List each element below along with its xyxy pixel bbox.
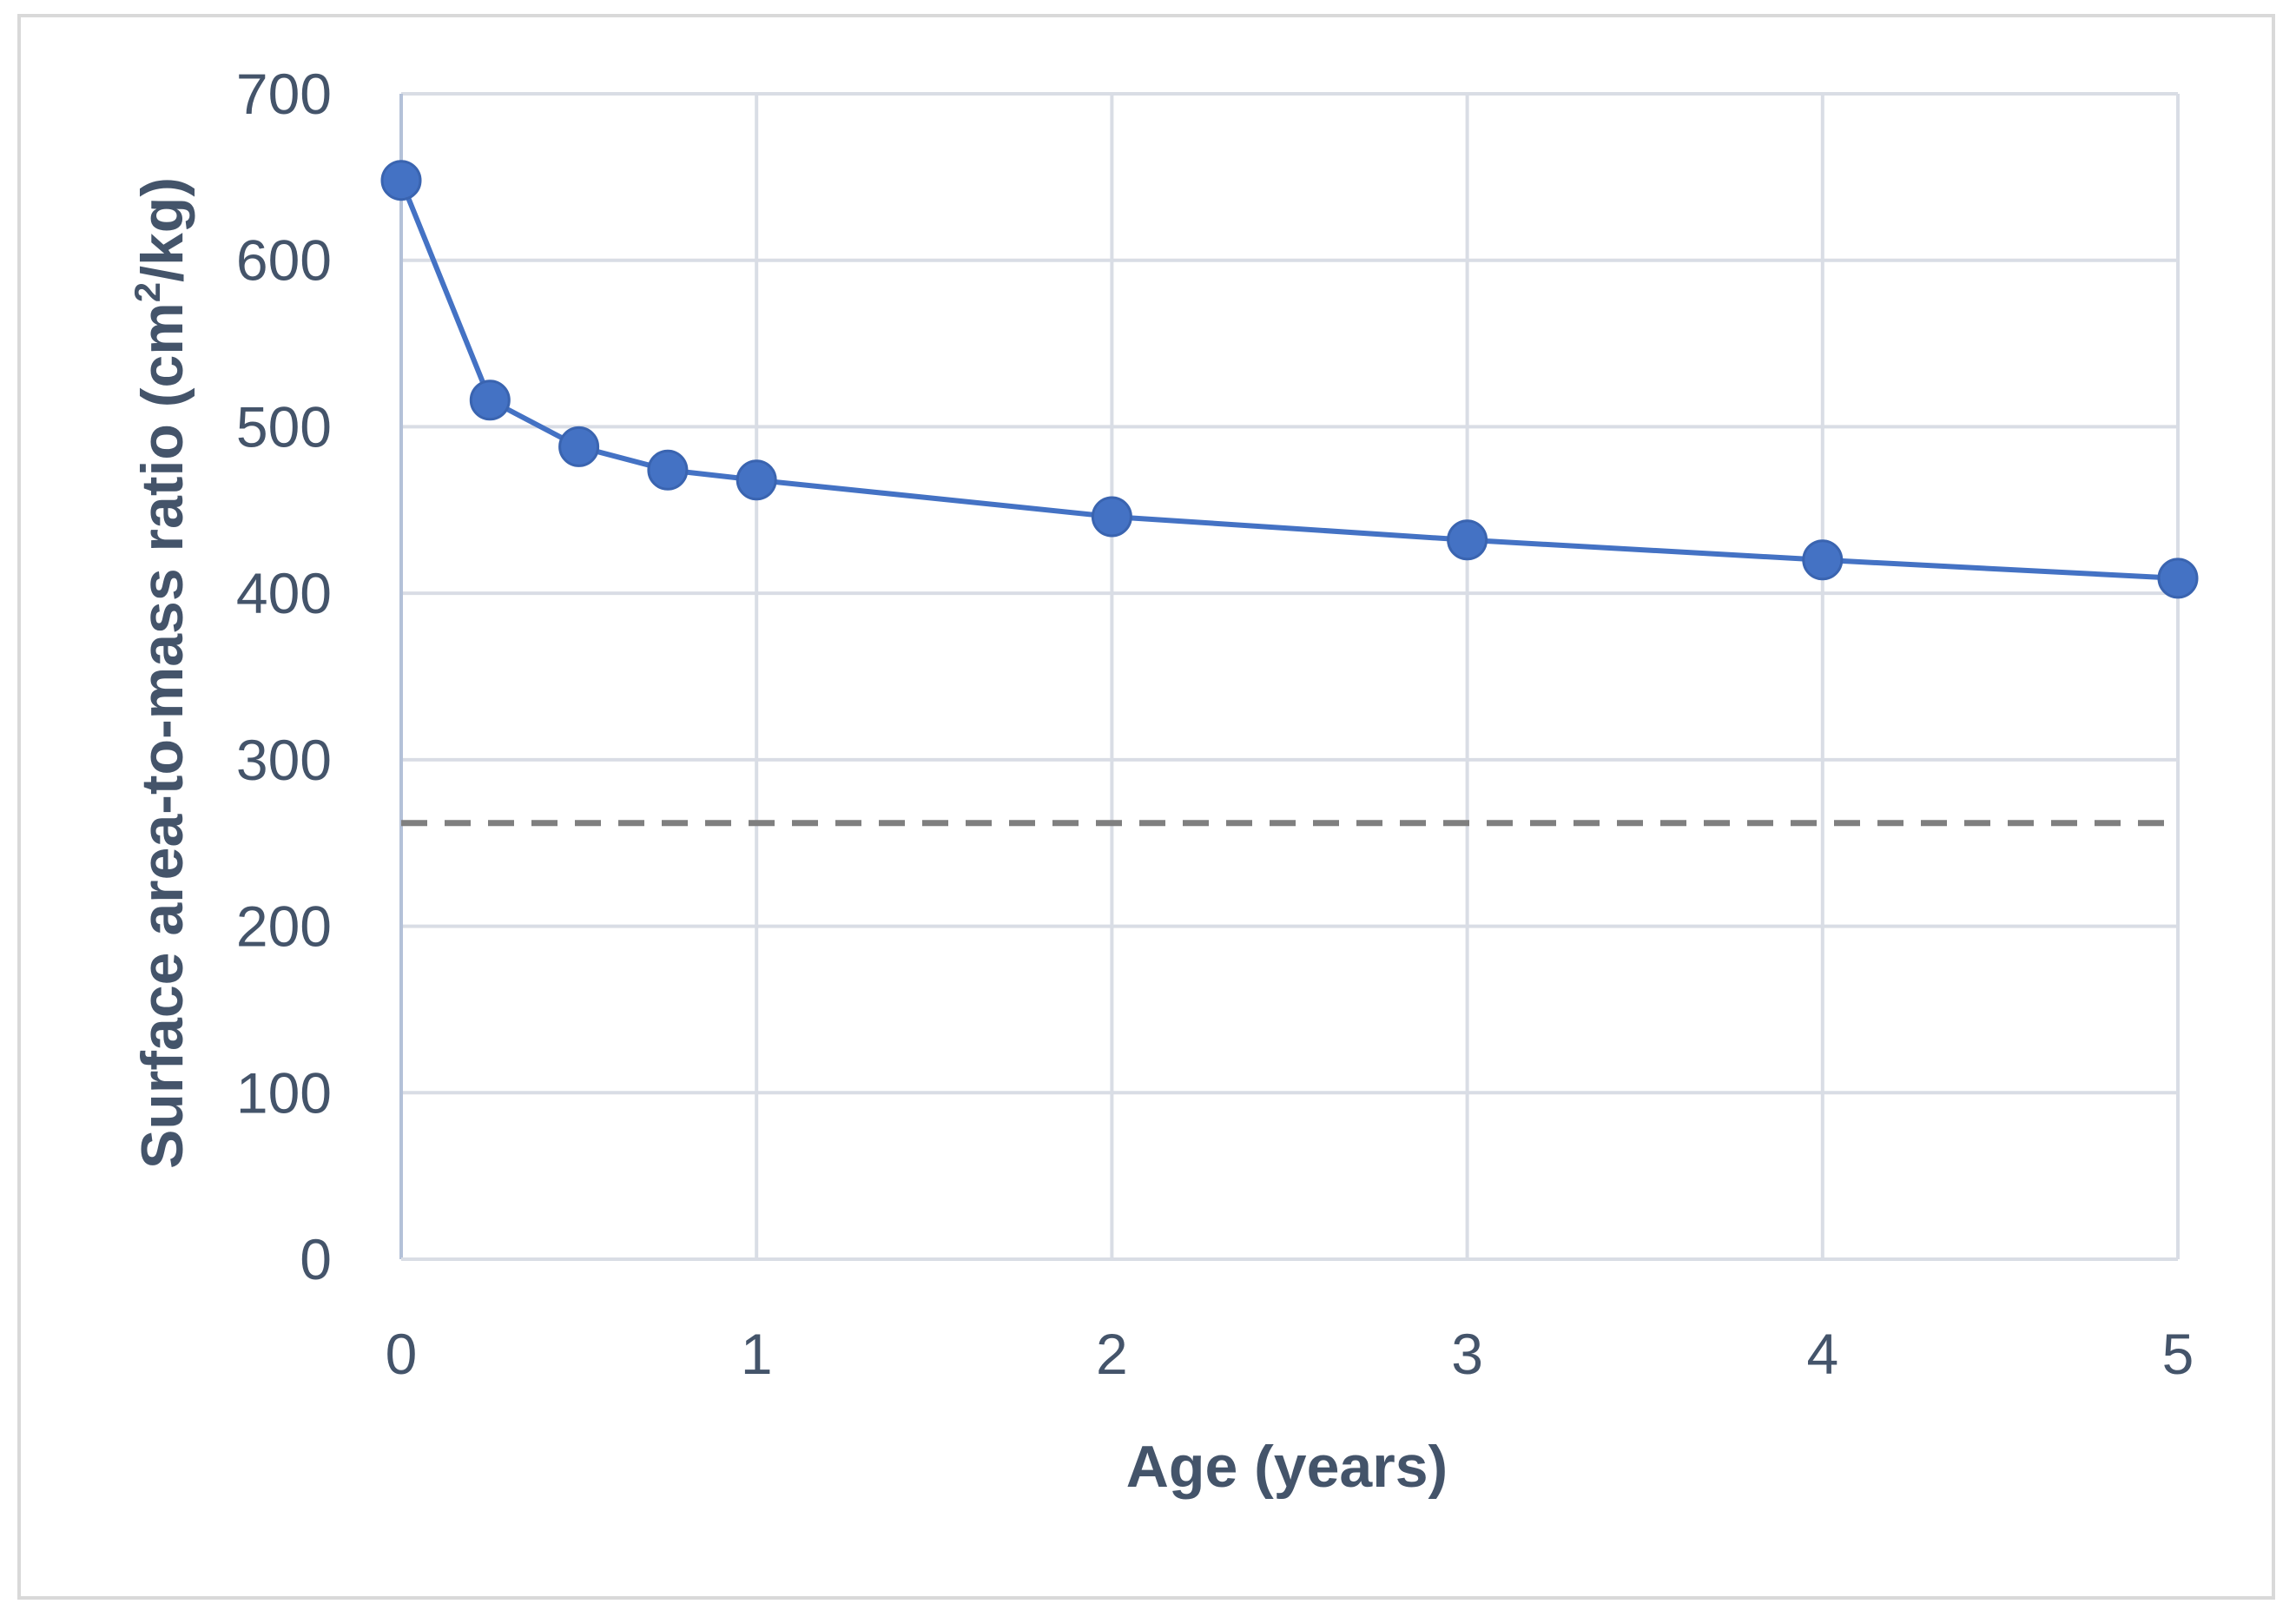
data-point-8 xyxy=(2157,558,2199,599)
y-tick-label-300: 300 xyxy=(236,728,332,792)
data-point-0 xyxy=(380,160,422,201)
x-axis-title: Age (years) xyxy=(1126,1434,1448,1500)
y-tick-label-200: 200 xyxy=(236,894,332,959)
tick-labels: 0 100 200 300 400 500 600 700 0 1 2 3 4 5 xyxy=(236,62,2194,1386)
y-axis-title: Surface area-to-mass ratio (cm2/kg) xyxy=(127,177,195,1169)
data-point-5 xyxy=(1091,496,1132,538)
chart-frame xyxy=(17,14,2275,1600)
data-point-6 xyxy=(1447,519,1488,561)
data-point-4 xyxy=(736,459,777,501)
y-tick-label-0: 0 xyxy=(300,1227,332,1291)
y-tick-label-100: 100 xyxy=(236,1060,332,1125)
y-axis-title-unit: /kg) xyxy=(129,177,195,282)
y-tick-label-500: 500 xyxy=(236,394,332,459)
y-tick-label-600: 600 xyxy=(236,228,332,293)
y-axis-title-superscript: 2 xyxy=(127,282,168,302)
x-tick-label-5: 5 xyxy=(2162,1322,2194,1386)
y-tick-label-700: 700 xyxy=(236,62,332,126)
data-point-3 xyxy=(647,449,689,491)
grid-lines xyxy=(401,92,2180,1259)
x-tick-label-0: 0 xyxy=(386,1322,418,1386)
y-axis-title-main: Surface area-to-mass ratio (cm xyxy=(129,302,195,1169)
data-point-1 xyxy=(469,380,511,421)
series-line-0 xyxy=(399,179,2179,581)
data-series xyxy=(380,160,2199,599)
axes xyxy=(399,94,2178,1261)
x-tick-label-1: 1 xyxy=(741,1322,773,1386)
data-point-7 xyxy=(1802,539,1844,581)
x-tick-label-3: 3 xyxy=(1451,1322,1483,1386)
x-tick-label-4: 4 xyxy=(1806,1322,1838,1386)
y-tick-label-400: 400 xyxy=(236,561,332,625)
x-tick-label-2: 2 xyxy=(1096,1322,1128,1386)
data-point-2 xyxy=(558,426,600,467)
